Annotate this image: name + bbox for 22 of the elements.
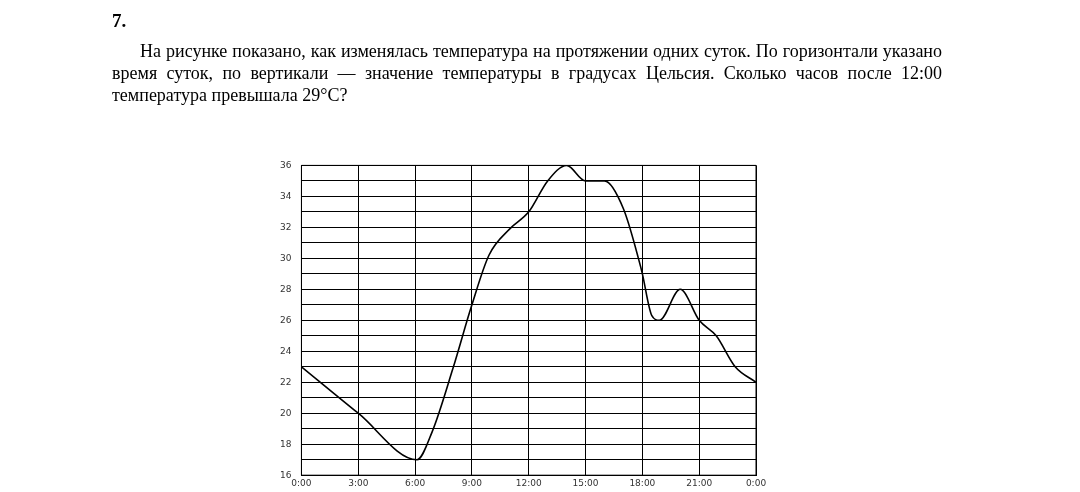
- y-tick-label: 20: [280, 407, 292, 418]
- x-tick-label: 6:00: [404, 477, 426, 488]
- x-tick-label: 15:00: [572, 477, 599, 488]
- x-tick-label: 0:00: [745, 477, 767, 488]
- x-tick-label: 12:00: [515, 477, 542, 488]
- x-tick-label: 0:00: [291, 477, 312, 488]
- y-tick-label: 36: [280, 159, 292, 170]
- text: 7.: [112, 10, 127, 32]
- x-tick-label: 18:00: [629, 477, 656, 488]
- y-tick-label: 22: [280, 376, 292, 387]
- x-tick-label: 9:00: [461, 477, 483, 488]
- y-tick-label: 26: [280, 314, 292, 325]
- y-tick-label: 34: [280, 190, 292, 201]
- y-tick-label: 30: [280, 252, 292, 263]
- y-tick-label: 28: [280, 283, 292, 294]
- x-tick-label: 3:00: [348, 477, 369, 488]
- chart-subtitle: На рисунке показано, как изменялась температура на протяжении одних суток. По горизонтали указано время суток, по вертикали — значение температуры в градусах Цельсия. Сколько часов после 12:00 температура превышала 29°C?: [112, 40, 942, 106]
- y-tick-label: 16: [280, 469, 292, 480]
- y-tick-label: 24: [280, 345, 292, 356]
- y-tick-label: 18: [280, 438, 292, 449]
- y-tick-label: 32: [280, 221, 292, 232]
- x-tick-label: 21:00: [686, 477, 713, 488]
